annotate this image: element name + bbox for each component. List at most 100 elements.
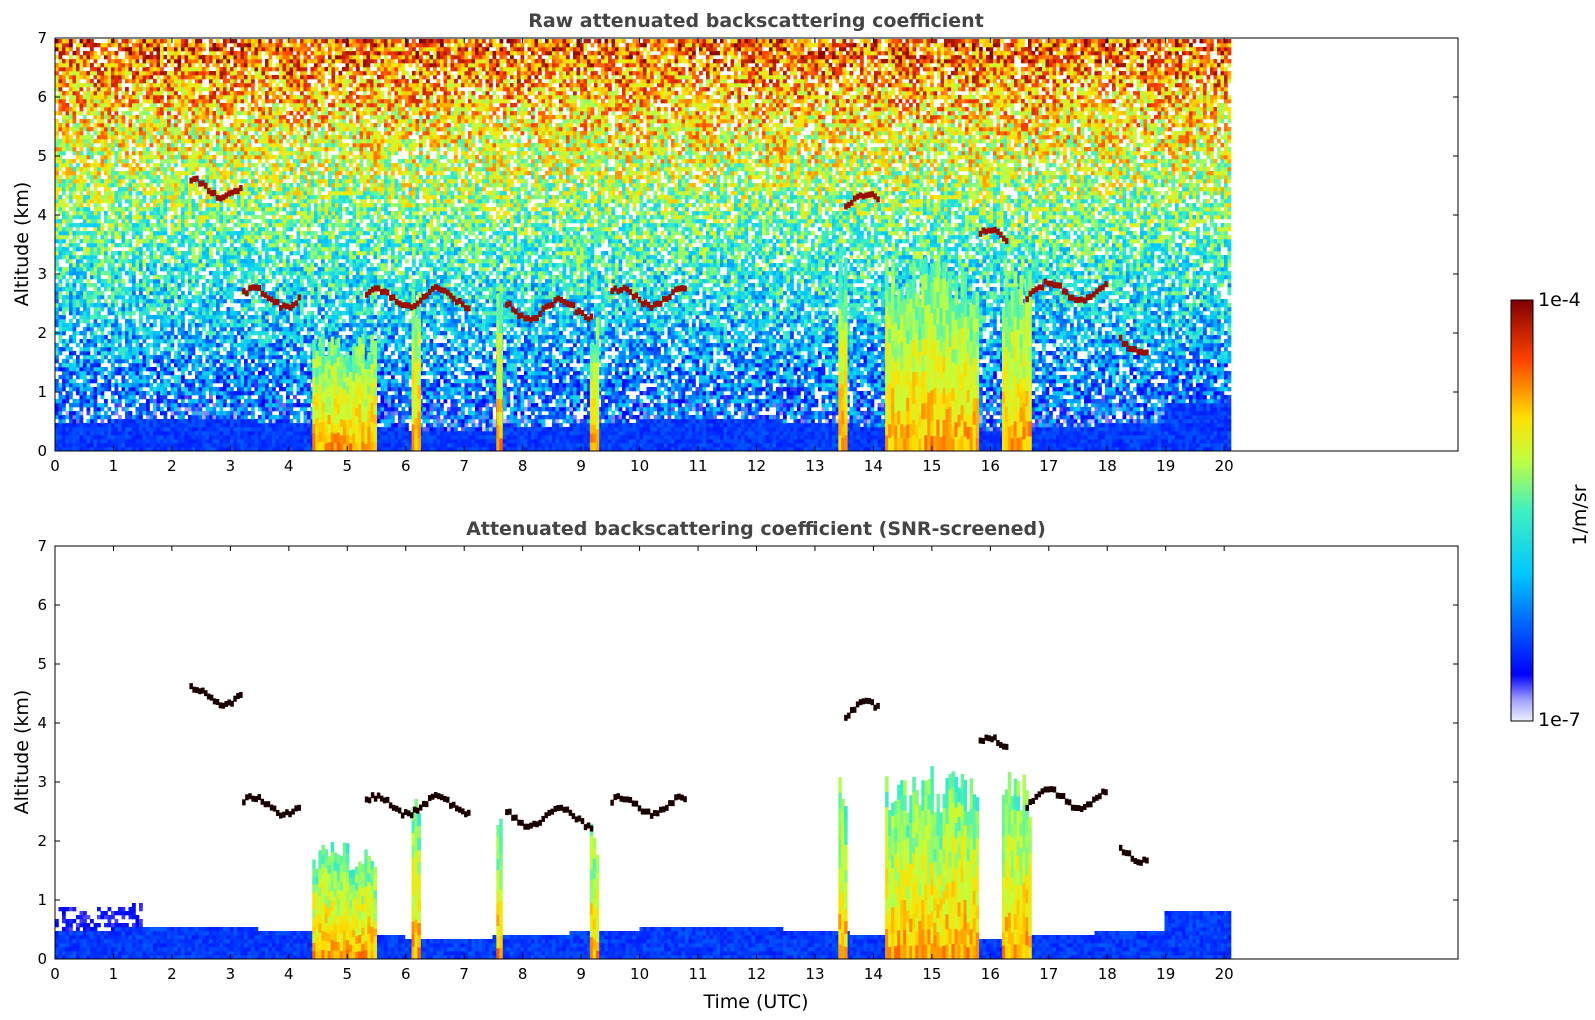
heatmap-cell — [223, 367, 227, 371]
heatmap-cell — [209, 259, 213, 263]
heatmap-cell — [62, 331, 66, 335]
heatmap-cell — [97, 199, 101, 203]
heatmap-cell — [153, 211, 157, 215]
heatmap-cell — [258, 39, 262, 43]
heatmap-cell — [192, 279, 196, 283]
heatmap-cell — [251, 135, 255, 139]
heatmap-cell — [150, 299, 154, 303]
heatmap-cell — [97, 123, 101, 127]
heatmap-cell — [237, 119, 241, 123]
heatmap-cell — [255, 319, 259, 323]
heatmap-cell — [199, 323, 203, 327]
heatmap-cell — [192, 127, 196, 131]
heatmap-cell — [153, 107, 157, 111]
heatmap-cell — [160, 407, 164, 411]
heatmap-cell — [241, 227, 245, 231]
heatmap-cell — [178, 347, 182, 351]
heatmap-cell — [55, 63, 59, 67]
heatmap-cell — [150, 131, 154, 135]
heatmap-cell — [195, 75, 199, 79]
heatmap-cell — [167, 359, 171, 363]
heatmap-cell — [157, 115, 161, 119]
heatmap-cell — [136, 435, 140, 439]
heatmap-cell — [216, 443, 220, 447]
heatmap-cell — [69, 43, 73, 47]
heatmap-cell — [73, 127, 77, 131]
heatmap-cell — [234, 143, 238, 147]
heatmap-cell — [139, 215, 143, 219]
heatmap-cell — [143, 435, 147, 439]
heatmap-cell — [76, 103, 80, 107]
heatmap-cell — [80, 223, 84, 227]
heatmap-cell — [143, 327, 147, 331]
heatmap-cell — [122, 231, 126, 235]
heatmap-cell — [230, 139, 234, 143]
heatmap-cell — [59, 123, 63, 127]
heatmap-cell — [178, 251, 182, 255]
heatmap-cell — [213, 55, 217, 59]
heatmap-cell — [171, 143, 175, 147]
heatmap-cell — [213, 411, 217, 415]
heatmap-cell — [202, 87, 206, 91]
heatmap-cell — [262, 379, 266, 383]
heatmap-cell — [230, 339, 234, 343]
heatmap-cell — [174, 351, 178, 355]
heatmap-cell — [87, 351, 91, 355]
heatmap-cell — [59, 103, 63, 107]
heatmap-cell — [157, 431, 161, 435]
heatmap-cell — [150, 291, 154, 295]
heatmap-cell — [73, 215, 77, 219]
heatmap-cell — [171, 175, 175, 179]
heatmap-cell — [181, 87, 185, 91]
heatmap-cell — [244, 407, 248, 411]
heatmap-cell — [108, 191, 112, 195]
heatmap-cell — [143, 171, 147, 175]
heatmap-cell — [241, 55, 245, 59]
heatmap-cell — [248, 399, 252, 403]
heatmap-cell — [139, 443, 143, 447]
heatmap-cell — [90, 195, 94, 199]
heatmap-cell — [195, 263, 199, 267]
heatmap-cell — [258, 339, 262, 343]
heatmap-cell — [237, 167, 241, 171]
heatmap-cell — [55, 403, 59, 407]
heatmap-cell — [181, 275, 185, 279]
heatmap-cell — [192, 123, 196, 127]
heatmap-cell — [62, 323, 66, 327]
heatmap-cell — [94, 215, 98, 219]
heatmap-cell — [192, 39, 196, 43]
heatmap-cell — [181, 279, 185, 283]
heatmap-cell — [195, 255, 199, 259]
heatmap-cell — [220, 223, 224, 227]
heatmap-cell — [111, 431, 115, 435]
heatmap-cell — [125, 219, 129, 223]
heatmap-cell — [209, 235, 213, 239]
heatmap-cell — [188, 203, 192, 207]
heatmap-cell — [192, 215, 196, 219]
heatmap-cell — [111, 255, 115, 259]
heatmap-cell — [150, 383, 154, 387]
heatmap-cell — [262, 363, 266, 367]
heatmap-cell — [255, 311, 259, 315]
heatmap-cell — [178, 303, 182, 307]
heatmap-cell — [244, 207, 248, 211]
heatmap-cell — [220, 263, 224, 267]
heatmap-cell — [202, 371, 206, 375]
heatmap-cell — [241, 347, 245, 351]
heatmap-cell — [143, 215, 147, 219]
heatmap-cell — [108, 203, 112, 207]
heatmap-cell — [241, 355, 245, 359]
heatmap-cell — [251, 315, 255, 319]
heatmap-cell — [227, 135, 231, 139]
heatmap-cell — [115, 419, 119, 423]
heatmap-cell — [55, 71, 59, 75]
heatmap-cell — [199, 443, 203, 447]
heatmap-cell — [115, 315, 119, 319]
heatmap-cell — [220, 255, 224, 259]
heatmap-cell — [76, 359, 80, 363]
heatmap-cell — [209, 119, 213, 123]
heatmap-cell — [146, 107, 150, 111]
heatmap-cell — [251, 327, 255, 331]
heatmap-cell — [181, 283, 185, 287]
heatmap-cell — [185, 235, 189, 239]
